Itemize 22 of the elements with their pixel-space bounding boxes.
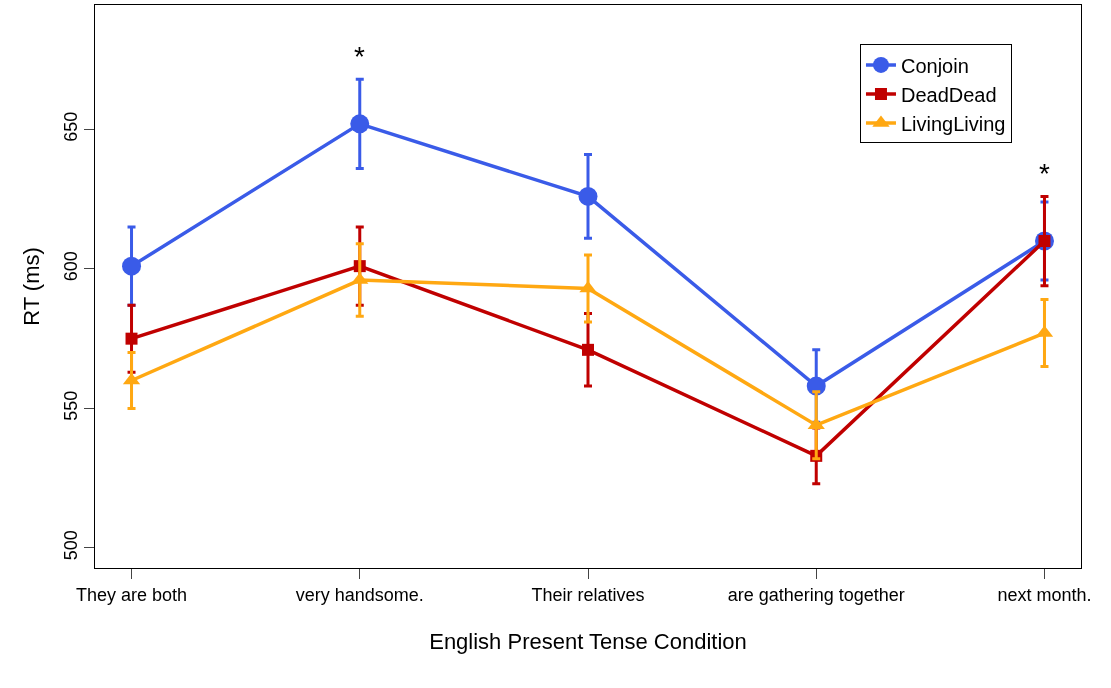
- point: [125, 332, 138, 345]
- y-tick-label: 600: [60, 251, 81, 282]
- point: [579, 280, 597, 293]
- x-tick-label: They are both: [75, 584, 188, 605]
- x-tick-label: next month.: [997, 584, 1092, 605]
- point: [122, 256, 142, 276]
- point: [578, 186, 598, 206]
- annotation: *: [1039, 158, 1050, 189]
- annotation: *: [354, 41, 365, 72]
- y-tick-label: 500: [60, 530, 81, 561]
- x-axis-title: English Present Tense Condition: [429, 629, 747, 655]
- point: [350, 114, 370, 134]
- legend-label: LivingLiving: [900, 112, 1006, 135]
- y-tick-label: 650: [60, 111, 81, 142]
- point: [582, 343, 594, 356]
- x-tick-label: Their relatives: [531, 584, 645, 605]
- y-axis-title: RT (ms): [18, 247, 44, 326]
- x-tick-label: are gathering together: [727, 584, 905, 605]
- legend-label: Conjoin: [900, 54, 969, 77]
- x-tick-label: very handsome.: [295, 584, 424, 605]
- y-tick-label: 550: [60, 390, 81, 421]
- legend-label: DeadDead: [900, 83, 997, 106]
